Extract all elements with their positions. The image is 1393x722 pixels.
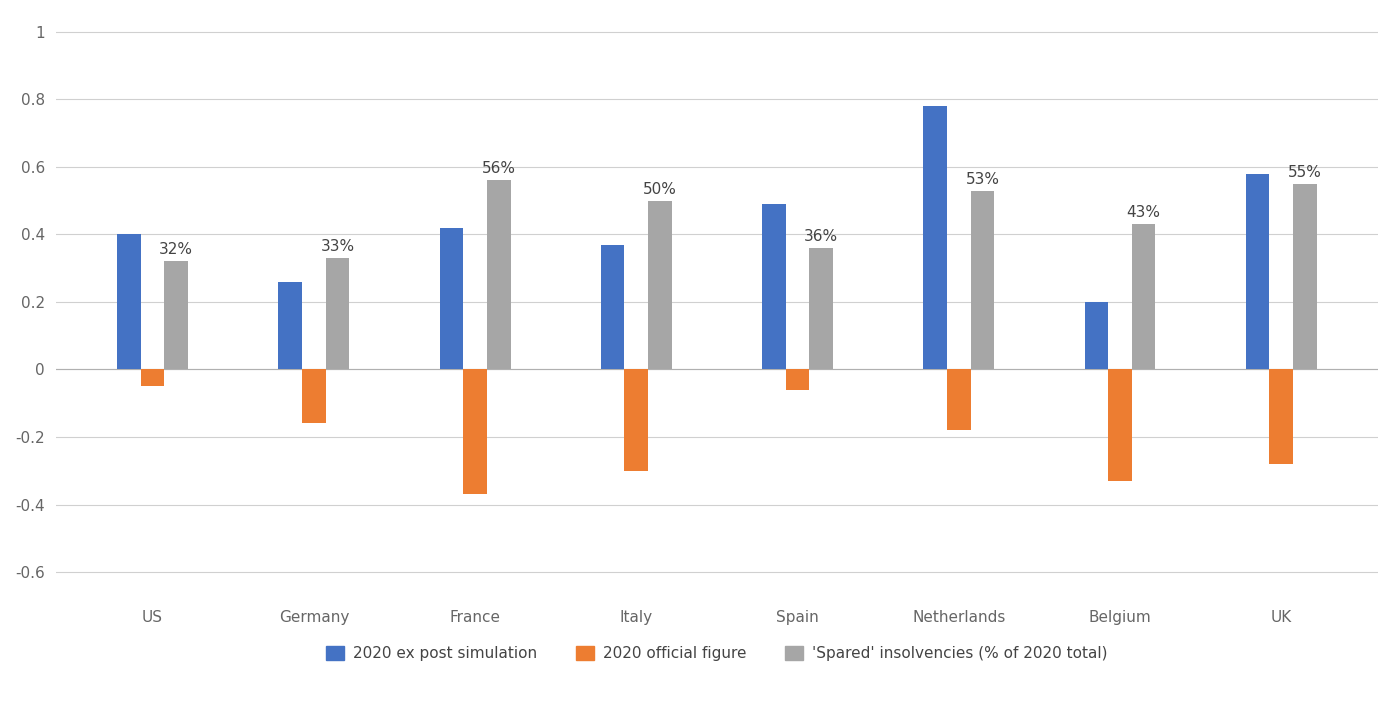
Text: 32%: 32%: [159, 243, 194, 258]
Bar: [624, 370, 648, 471]
Bar: [924, 106, 947, 370]
Bar: [279, 282, 302, 370]
Legend: 2020 ex post simulation, 2020 official figure, 'Spared' insolvencies (% of 2020 : 2020 ex post simulation, 2020 official f…: [320, 640, 1114, 667]
Text: 36%: 36%: [804, 229, 839, 244]
Bar: [600, 245, 624, 370]
Bar: [971, 191, 995, 370]
Bar: [1293, 184, 1316, 370]
Bar: [1085, 302, 1109, 370]
Bar: [648, 201, 671, 370]
Bar: [1269, 370, 1293, 464]
Bar: [326, 258, 350, 370]
Bar: [488, 180, 511, 370]
Text: 56%: 56%: [482, 162, 515, 176]
Bar: [141, 370, 164, 386]
Bar: [1245, 174, 1269, 370]
Bar: [786, 370, 809, 390]
Bar: [1133, 225, 1156, 370]
Bar: [164, 261, 188, 370]
Bar: [302, 370, 326, 424]
Text: 55%: 55%: [1289, 165, 1322, 180]
Bar: [1109, 370, 1133, 481]
Bar: [947, 370, 971, 430]
Text: 50%: 50%: [644, 182, 677, 196]
Text: 53%: 53%: [965, 172, 999, 186]
Bar: [464, 370, 488, 495]
Text: 33%: 33%: [320, 239, 355, 254]
Bar: [762, 204, 786, 370]
Text: 43%: 43%: [1127, 205, 1160, 220]
Bar: [440, 227, 464, 370]
Bar: [809, 248, 833, 370]
Bar: [117, 235, 141, 370]
